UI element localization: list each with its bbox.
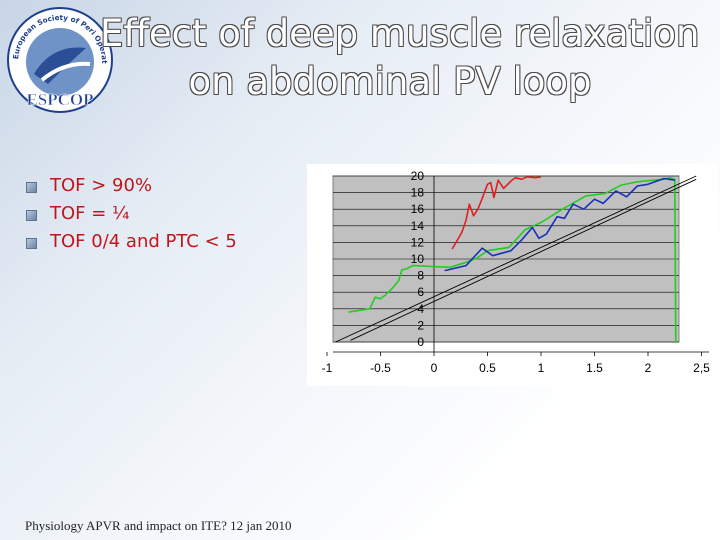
series-line-black-4 [350, 178, 697, 341]
bullet-item: TOF 0/4 and PTC < 5 [26, 228, 237, 256]
x-tick-label: 1 [538, 361, 545, 375]
title-line-1: Effect of deep muscle relaxation [100, 12, 700, 55]
square-bullet-icon [26, 210, 37, 221]
series-line-blue-2 [444, 177, 675, 272]
series-line-black-3 [335, 175, 697, 343]
y-tick-label: 4 [417, 302, 424, 316]
espcop-logo: European Society of Peri Operative Care … [1, 0, 116, 116]
y-tick-label: 2 [417, 318, 424, 332]
x-tick-label: -0.5 [370, 361, 391, 375]
y-tick-label: 18 [411, 186, 425, 200]
y-tick-label: 14 [411, 219, 425, 233]
bullet-text: TOF 0/4 and PTC < 5 [50, 231, 237, 252]
series-line-red-0 [451, 176, 542, 250]
bullet-text: TOF = ¼ [50, 203, 130, 224]
pv-loop-chart: -1 -0.5 0 0.5 1 1.5 2 2,5 20 18 16 14 12 10 8 6 4 2 0 [307, 164, 717, 386]
x-tick-label: 0 [431, 361, 438, 375]
y-tick-label: 10 [411, 252, 425, 266]
y-tick-label: 8 [417, 269, 424, 283]
bullet-list: TOF > 90% TOF = ¼ TOF 0/4 and PTC < 5 [26, 172, 237, 256]
slide-footer: Physiology APVR and impact on ITE? 12 ja… [25, 518, 292, 533]
square-bullet-icon [26, 238, 37, 249]
x-tick-label: 1.5 [586, 361, 603, 375]
y-tick-label: 20 [411, 169, 425, 183]
x-tick-label: 2,5 [693, 361, 710, 375]
series-line-green-1 [348, 176, 677, 343]
y-tick-label: 6 [417, 285, 424, 299]
x-tick-label: 2 [645, 361, 652, 375]
y-tick-label: 0 [417, 335, 424, 349]
bullet-item: TOF > 90% [26, 172, 237, 200]
x-tick-label: 0.5 [479, 361, 496, 375]
bullet-item: TOF = ¼ [26, 200, 237, 228]
logo-name: ESPCOP [26, 90, 93, 109]
y-tick-label: 16 [411, 202, 425, 216]
slide-title: Effect of deep muscle relaxation on abdo… [100, 10, 700, 106]
bullet-text: TOF > 90% [50, 175, 153, 196]
y-tick-label: 12 [411, 235, 425, 249]
x-tick-label: -1 [322, 361, 333, 375]
title-line-2: on abdominal PV loop [188, 60, 592, 103]
square-bullet-icon [26, 182, 37, 193]
